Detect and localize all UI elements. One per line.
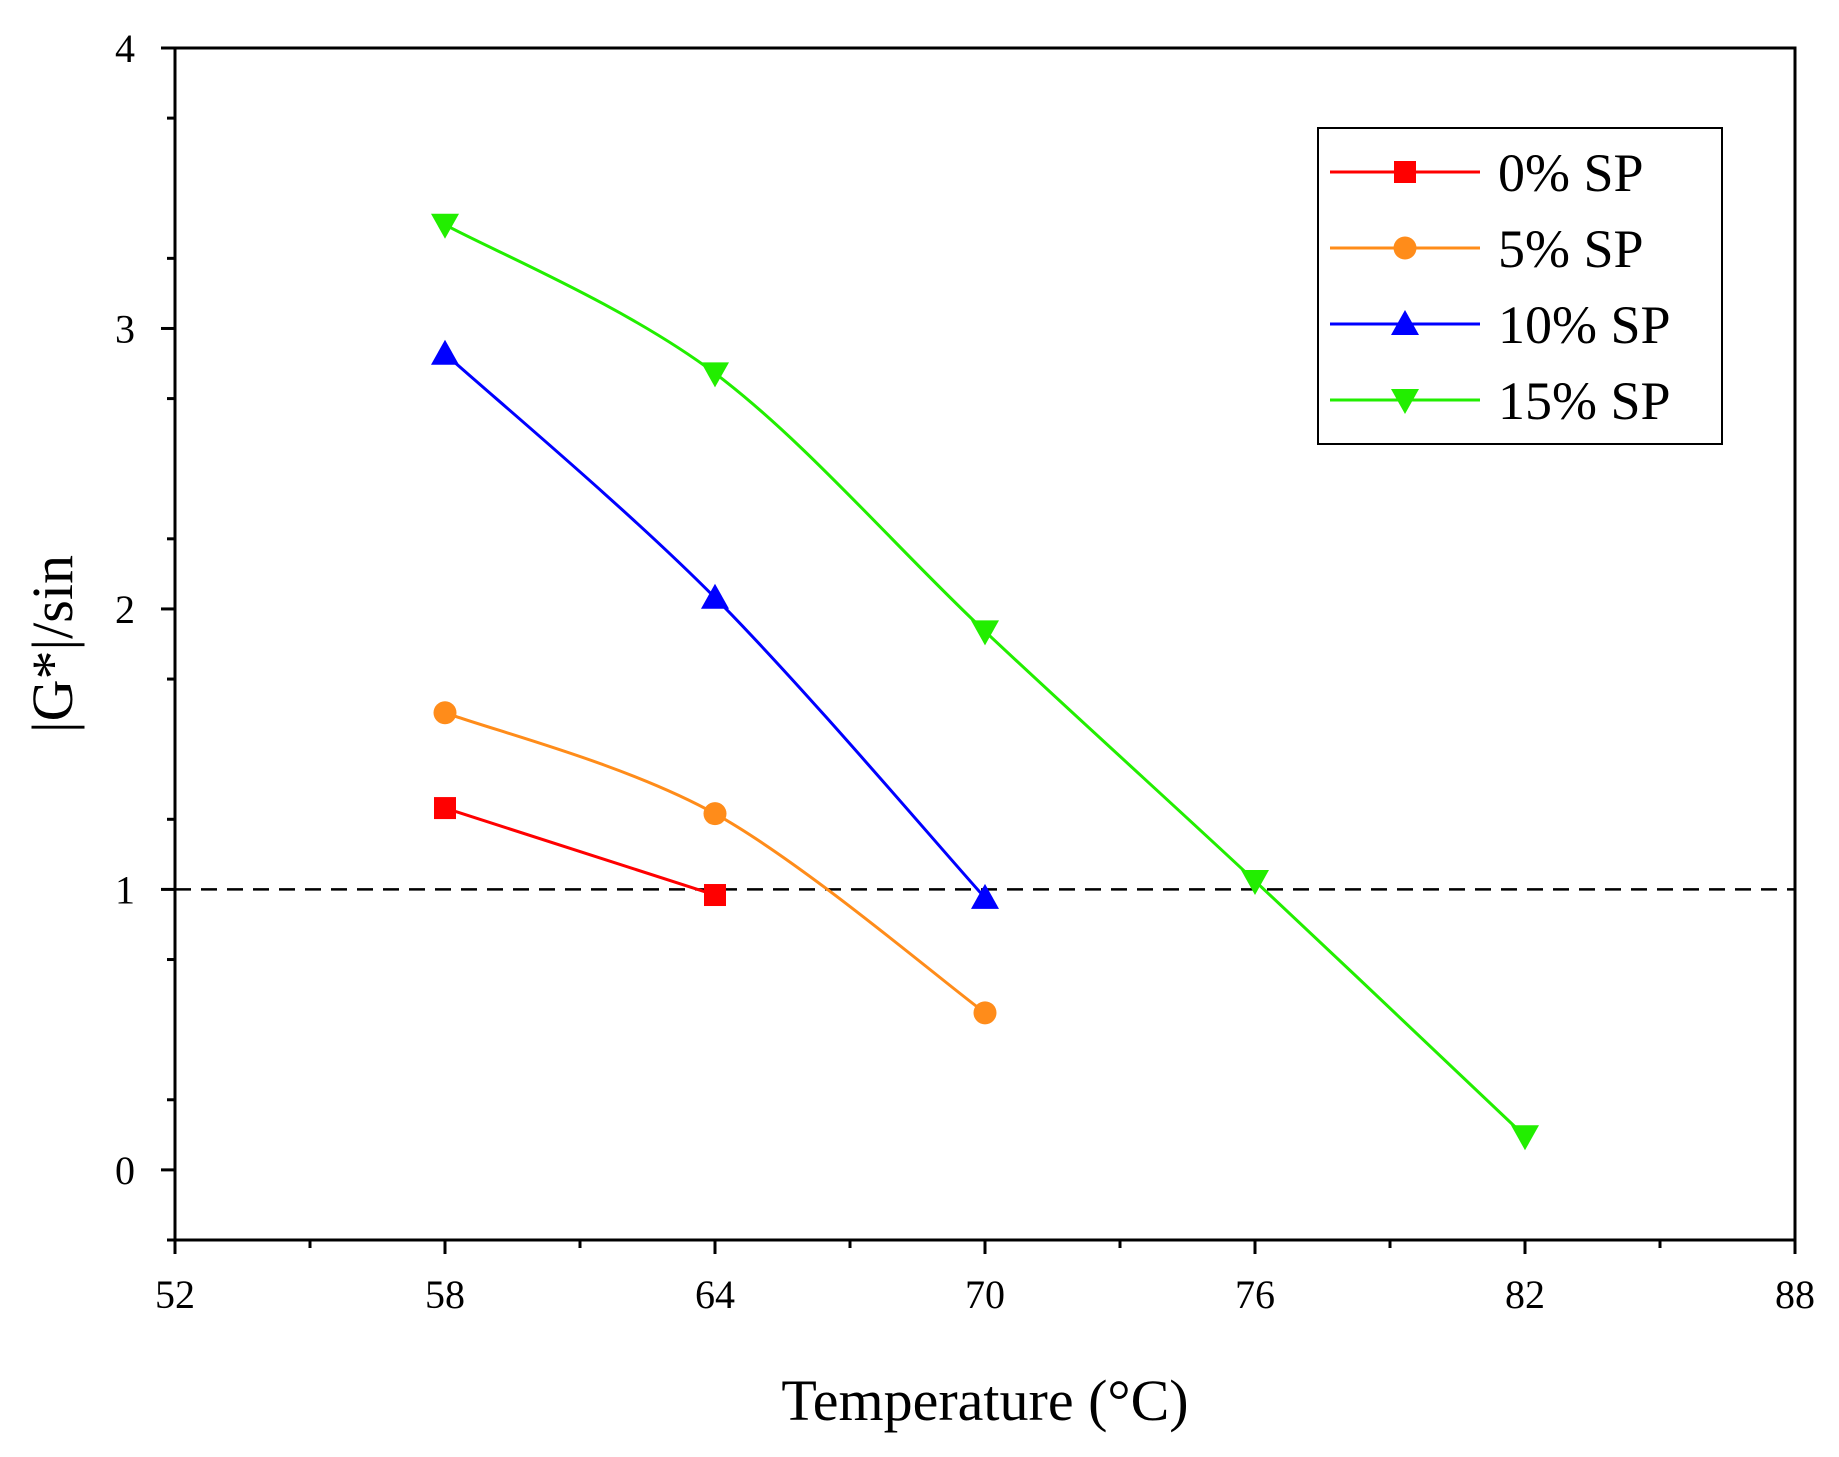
legend-marker xyxy=(1394,161,1416,183)
y-axis-title: |G*|/sin xyxy=(20,555,85,733)
axis-ticks: 52 58 64 70 76 82 88 0 1 2 3 4 xyxy=(115,26,1815,1317)
data-point xyxy=(701,362,729,388)
legend: 0% SP 5% SP 10% SP 15% SP xyxy=(1317,127,1723,445)
series-5-sp xyxy=(433,701,997,1025)
legend-marker xyxy=(1393,236,1417,260)
series-layer xyxy=(431,213,1539,1151)
x-tick-label: 64 xyxy=(695,1272,735,1317)
y-tick-label: 2 xyxy=(115,587,135,632)
data-point xyxy=(971,883,999,909)
data-point xyxy=(1511,1125,1539,1151)
series-10-sp xyxy=(431,339,999,909)
x-tick-label: 70 xyxy=(965,1272,1005,1317)
data-point xyxy=(434,797,456,820)
data-point xyxy=(703,802,727,826)
data-point xyxy=(433,701,457,725)
legend-entry: 15% SP xyxy=(1330,371,1671,431)
y-tick-label: 1 xyxy=(115,867,135,912)
series-0-sp xyxy=(434,797,726,907)
data-point xyxy=(431,213,459,239)
legend-marker xyxy=(1391,310,1419,335)
data-point xyxy=(704,884,726,907)
data-point xyxy=(431,339,459,365)
data-point xyxy=(701,583,729,609)
legend-entry: 0% SP xyxy=(1330,143,1644,203)
y-tick-label: 0 xyxy=(115,1148,135,1193)
series-line xyxy=(444,806,716,897)
legend-marker xyxy=(1391,389,1419,414)
y-tick-label: 4 xyxy=(115,26,135,71)
legend-label: 0% SP xyxy=(1498,143,1644,203)
data-point xyxy=(1241,869,1269,895)
x-tick-label: 76 xyxy=(1235,1272,1275,1317)
series-15-sp xyxy=(431,213,1539,1151)
legend-box xyxy=(1317,127,1723,445)
x-tick-label: 52 xyxy=(155,1272,195,1317)
legend-label: 10% SP xyxy=(1498,295,1671,355)
legend-label: 5% SP xyxy=(1498,219,1644,279)
x-tick-label: 82 xyxy=(1505,1272,1545,1317)
legend-entry: 10% SP xyxy=(1330,295,1671,355)
data-point xyxy=(971,620,999,646)
legend-entry: 5% SP xyxy=(1330,219,1644,279)
data-point xyxy=(973,1001,997,1025)
legend-label: 15% SP xyxy=(1498,371,1671,431)
x-tick-label: 58 xyxy=(425,1272,465,1317)
x-axis-title: Temperature (°C) xyxy=(781,1368,1188,1433)
x-tick-label: 88 xyxy=(1775,1272,1815,1317)
y-tick-label: 3 xyxy=(115,306,135,351)
